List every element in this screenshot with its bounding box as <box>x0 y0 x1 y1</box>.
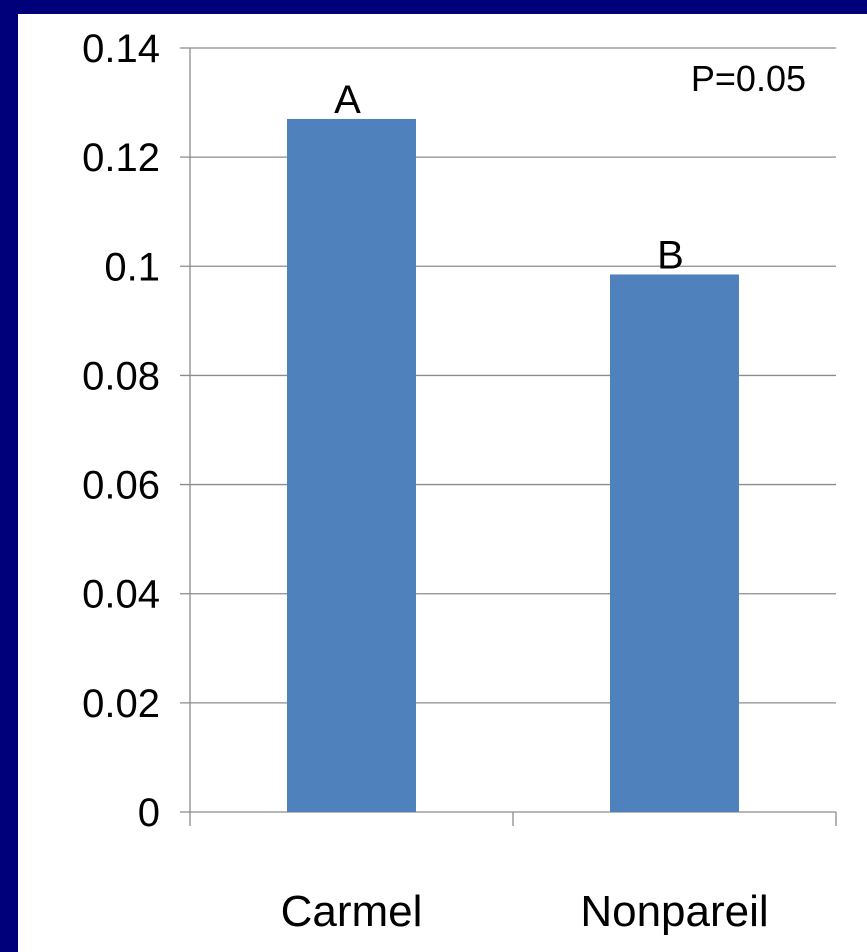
y-tick-label: 0.06 <box>82 464 160 508</box>
y-tick-label: 0.08 <box>82 354 160 398</box>
bar-letter-label: A <box>334 78 361 122</box>
x-category-label: Nonpareil <box>580 887 768 936</box>
y-tick-label: 0.1 <box>104 245 160 289</box>
y-tick-label: 0 <box>138 791 160 835</box>
chart-panel: 0 0.02 0.04 0.06 0.08 0.1 0.12 0.14 A Carmel B Nonp… <box>18 14 867 952</box>
bar-carmel <box>287 118 416 812</box>
y-tick-label: 0.14 <box>82 27 160 71</box>
y-tick-label: 0.02 <box>82 682 160 726</box>
bar-chart: 0 0.02 0.04 0.06 0.08 0.1 0.12 0.14 A Carmel B Nonp… <box>82 27 837 936</box>
bar-letter-label: B <box>657 233 684 277</box>
y-tick-label: 0.12 <box>82 136 160 180</box>
p-value-annotation: P=0.05 <box>691 58 806 99</box>
y-tick-label: 0.04 <box>82 573 160 617</box>
bar-nonpareil <box>610 274 739 812</box>
x-category-label: Carmel <box>281 887 423 936</box>
